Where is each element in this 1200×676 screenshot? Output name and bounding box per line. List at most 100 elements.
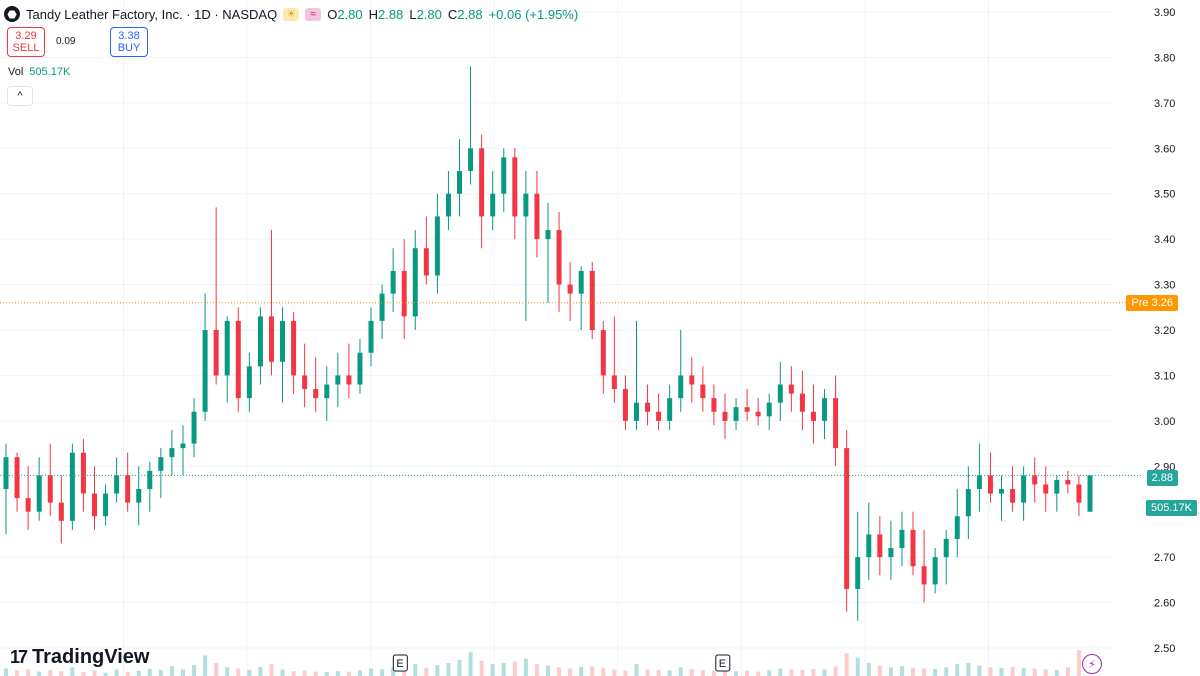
candle-body [578, 270, 584, 294]
volume-bar [546, 665, 550, 676]
symbol-title[interactable]: Tandy Leather Factory, Inc. · 1D · NASDA… [26, 6, 278, 22]
volume-bars [4, 650, 1081, 676]
volume-bar [667, 670, 672, 676]
last-volume-tag: 505.17K [1146, 500, 1197, 516]
candle-body [833, 398, 839, 449]
y-tick-label: 3.70 [1154, 98, 1175, 110]
lightning-icon[interactable]: ⚡ [1082, 654, 1102, 674]
last-price-tag: 2.88 [1146, 470, 1178, 486]
y-tick-label: 3.40 [1154, 234, 1175, 246]
earnings-marker-label: E [719, 658, 726, 670]
earnings-marker-box [715, 654, 731, 672]
candle-body [744, 407, 750, 412]
candle-body [302, 375, 308, 390]
candle-body [656, 411, 662, 421]
candle-body [14, 457, 20, 499]
sell-price: 3.29 [15, 30, 37, 42]
chart-legend: ⬣ Tandy Leather Factory, Inc. · 1D · NAS… [4, 4, 578, 24]
last-price: 2.88 [1151, 472, 1173, 484]
pre-price: 3.26 [1151, 297, 1173, 309]
volume-bar [192, 665, 197, 676]
candle-body [346, 375, 352, 385]
candlesticks [3, 66, 1093, 621]
volume-bar [92, 670, 97, 676]
y-tick-label: 2.50 [1154, 643, 1175, 655]
candle-body [722, 411, 728, 421]
volume-bar [844, 653, 849, 676]
high-label: H [368, 6, 379, 22]
candle-body [888, 548, 894, 558]
volume-bar [1043, 669, 1048, 676]
volume-bar [391, 667, 396, 676]
candle-body [689, 375, 695, 385]
candle-body [1010, 489, 1016, 503]
candle-body [313, 389, 319, 399]
wave-icon[interactable]: ≈ [305, 7, 322, 21]
candle-body [932, 557, 938, 585]
volume-bar [977, 665, 982, 676]
candle-body [3, 457, 9, 489]
candle-body [534, 193, 540, 240]
candle-body [600, 330, 606, 376]
volume-bar [324, 672, 329, 676]
candle-body [324, 384, 330, 399]
leather-logo-icon[interactable]: ⬣ [4, 6, 20, 22]
candle-body [91, 493, 97, 517]
volume-bar [4, 668, 8, 676]
sell-label: SELL [12, 42, 40, 54]
candle-body [822, 398, 828, 421]
candle-body [335, 375, 341, 385]
candle-body [954, 516, 960, 539]
y-tick-label: 3.80 [1154, 52, 1175, 64]
collapse-legend-button[interactable]: ^ [7, 86, 33, 106]
candle-body [611, 375, 617, 390]
volume-bar [955, 664, 960, 676]
volume-bar [678, 667, 683, 676]
candle-body [733, 407, 739, 421]
ohlc-values: O2.80 H2.88 L2.80 C2.88 +0.06 (+1.95%) [327, 7, 578, 22]
volume-bar [225, 667, 230, 676]
tradingview-logo[interactable]: 17 TradingView [10, 646, 149, 669]
close-label: C [447, 6, 458, 22]
volume-bar [855, 657, 860, 676]
candle-body [80, 452, 86, 494]
buy-button[interactable]: 3.38 BUY [110, 27, 148, 57]
sell-button[interactable]: 3.29 SELL [7, 27, 45, 57]
pre-market-price-tag: Pre 3.26 [1126, 295, 1178, 311]
sun-icon[interactable]: ☀ [283, 7, 300, 21]
candle-body [965, 489, 971, 517]
volume-bar [147, 669, 152, 676]
candle-body [1076, 484, 1082, 503]
volume-bar [446, 663, 451, 676]
volume-bar [291, 671, 296, 676]
volume-bar [413, 664, 418, 676]
volume-bar [214, 663, 219, 676]
price-axis[interactable]: 3.90 3.80 3.70 3.60 3.50 3.40 3.30 3.20 3.10 3.00… [1154, 7, 1175, 655]
candle-body [423, 248, 429, 276]
volume-bar [158, 669, 163, 676]
volume-bar [734, 671, 739, 676]
price-lines [0, 302, 1142, 476]
volume-bar [125, 671, 130, 676]
volume-bar [490, 664, 495, 676]
candle-body [224, 320, 230, 376]
candle-body [114, 475, 120, 494]
open-label: O [327, 6, 338, 22]
volume-bar [269, 664, 274, 676]
candle-body [910, 529, 916, 567]
chart-grid [0, 0, 1112, 676]
y-tick-label: 3.10 [1154, 370, 1175, 382]
volume-bar [722, 669, 727, 676]
candle-body [136, 489, 142, 503]
candle-body [545, 230, 551, 240]
volume-bar [778, 668, 783, 676]
volume-bar [944, 667, 949, 676]
candle-body [47, 475, 53, 503]
candle-body [1054, 479, 1060, 494]
candle-body [501, 157, 507, 194]
volume-bar [59, 671, 64, 676]
volume-bar [103, 672, 108, 676]
volume-bar [590, 666, 595, 676]
volume-bar [745, 670, 750, 676]
